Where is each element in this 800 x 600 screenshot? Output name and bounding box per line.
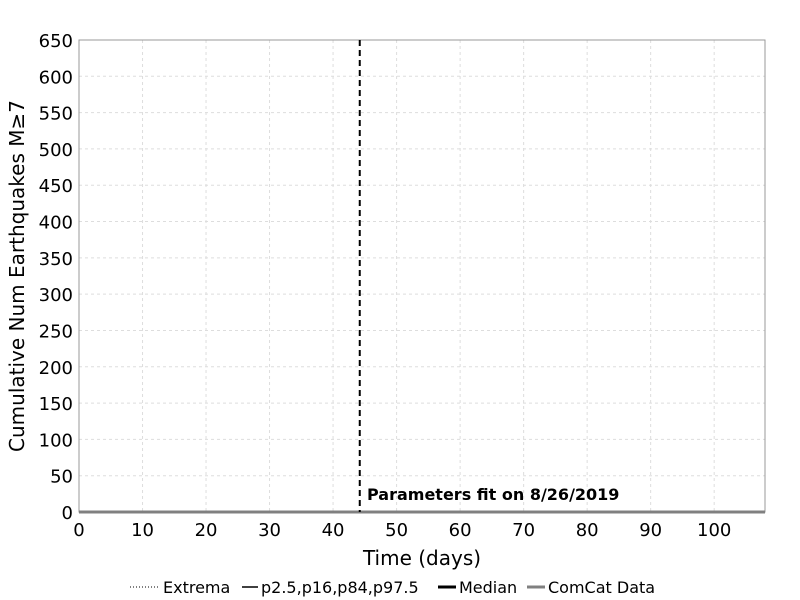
x-tick-label: 50 — [385, 520, 408, 541]
legend-label: p2.5,p16,p84,p97.5 — [261, 578, 419, 597]
y-tick-label: 650 — [39, 31, 73, 52]
y-tick-label: 50 — [50, 467, 73, 488]
x-tick-label: 80 — [576, 520, 599, 541]
legend: Extrema p2.5,p16,p84,p97.5 Median ComCat Da… — [130, 578, 655, 597]
x-tick-label: 100 — [697, 520, 731, 541]
x-axis-title: Time (days) — [362, 546, 481, 570]
y-tick-labels: 0 50 100 150 200 250 300 350 400 450 500 550 600 650 — [39, 31, 73, 524]
x-tick-label: 60 — [449, 520, 472, 541]
x-tick-labels: 0 10 20 30 40 50 60 70 80 90 100 — [73, 520, 731, 541]
x-tick-label: 0 — [73, 520, 84, 541]
y-tick-label: 600 — [39, 67, 73, 88]
y-tick-label: 550 — [39, 104, 73, 125]
x-tick-label: 10 — [131, 520, 154, 541]
x-tick-label: 90 — [639, 520, 662, 541]
y-tick-label: 450 — [39, 176, 73, 197]
y-axis-title: Cumulative Num Earthquakes M≥7 — [5, 100, 29, 452]
x-tick-label: 20 — [195, 520, 218, 541]
y-tick-label: 250 — [39, 321, 73, 342]
x-tick-label: 40 — [322, 520, 345, 541]
y-tick-label: 0 — [62, 503, 73, 524]
y-tick-label: 500 — [39, 140, 73, 161]
y-tick-label: 300 — [39, 285, 73, 306]
y-tick-label: 150 — [39, 394, 73, 415]
legend-label: Extrema — [163, 578, 230, 597]
grid-layer — [79, 39, 765, 512]
legend-label: Median — [459, 578, 517, 597]
x-tick-label: 70 — [512, 520, 535, 541]
legend-label: ComCat Data — [548, 578, 655, 597]
x-tick-label: 30 — [258, 520, 281, 541]
y-tick-label: 350 — [39, 249, 73, 270]
y-tick-label: 400 — [39, 213, 73, 234]
y-tick-label: 200 — [39, 358, 73, 379]
y-tick-label: 100 — [39, 430, 73, 451]
fit-annotation: Parameters fit on 8/26/2019 — [367, 485, 619, 504]
